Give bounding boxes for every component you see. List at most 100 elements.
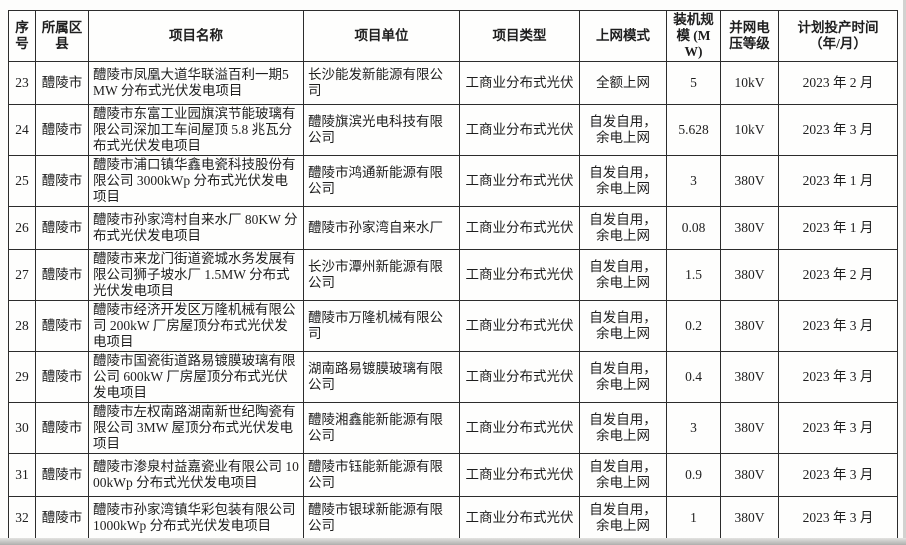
cell-district: 醴陵市 bbox=[35, 453, 89, 497]
table-body: 23 醴陵市 醴陵市凤凰大道华联溢百利一期5MW 分布式光伏发电项目 长沙能发新… bbox=[8, 61, 898, 540]
cell-project-type: 工商业分布式光伏 bbox=[459, 155, 580, 207]
cell-project-type: 工商业分布式光伏 bbox=[459, 61, 580, 105]
cell-voltage-level: 380V bbox=[720, 496, 779, 540]
cell-index: 29 bbox=[8, 351, 36, 403]
cell-grid-mode: 自发自用，余电上网 bbox=[579, 496, 667, 540]
cell-grid-mode: 全额上网 bbox=[579, 61, 667, 105]
scan-edge-shadow-bottom bbox=[0, 538, 906, 545]
cell-grid-mode: 自发自用，余电上网 bbox=[579, 206, 667, 250]
cell-project-type: 工商业分布式光伏 bbox=[459, 300, 580, 352]
cell-project-type: 工商业分布式光伏 bbox=[459, 402, 580, 454]
cell-district: 醴陵市 bbox=[35, 351, 89, 403]
cell-project-name: 醴陵市国瓷街道路易镀膜玻璃有限公司 600kW 厂房屋顶分布式光伏发电项目 bbox=[88, 351, 304, 403]
header-row: 序号 所属区县 项目名称 项目单位 项目类型 上网模式 装机规模 (MW) 并网… bbox=[8, 10, 898, 62]
col-header-grid-mode: 上网模式 bbox=[579, 10, 667, 62]
cell-project-name: 醴陵市来龙门街道瓷城水务发展有限公司狮子坡水厂 1.5MW 分布式光伏发电项目 bbox=[88, 249, 304, 301]
table-row: 24 醴陵市 醴陵市东富工业园旗滨节能玻璃有限公司深加工车间屋顶 5.8 兆瓦分… bbox=[8, 104, 898, 156]
col-header-capacity: 装机规模 (MW) bbox=[666, 10, 721, 62]
cell-voltage-level: 380V bbox=[720, 206, 779, 250]
col-header-index: 序号 bbox=[8, 10, 36, 62]
table-row: 26 醴陵市 醴陵市孙家湾村自来水厂 80KW 分布式光伏发电项目 醴陵市孙家湾… bbox=[8, 206, 898, 250]
cell-capacity: 3 bbox=[666, 155, 721, 207]
col-header-project-name: 项目名称 bbox=[88, 10, 304, 62]
cell-project-type: 工商业分布式光伏 bbox=[459, 453, 580, 497]
scan-edge-shadow-right bbox=[903, 0, 906, 545]
table-row: 25 醴陵市 醴陵市浦口镇华鑫电瓷科技股份有限公司 3000kWp 分布式光伏发… bbox=[8, 155, 898, 207]
cell-index: 28 bbox=[8, 300, 36, 352]
cell-district: 醴陵市 bbox=[35, 300, 89, 352]
cell-voltage-level: 380V bbox=[720, 453, 779, 497]
cell-planned-date: 2023 年 3 月 bbox=[778, 496, 898, 540]
cell-grid-mode: 自发自用，余电上网 bbox=[579, 249, 667, 301]
cell-district: 醴陵市 bbox=[35, 104, 89, 156]
cell-index: 27 bbox=[8, 249, 36, 301]
cell-project-type: 工商业分布式光伏 bbox=[459, 104, 580, 156]
col-header-planned-date: 计划投产时间 （年/月） bbox=[778, 10, 898, 62]
pv-projects-table: 序号 所属区县 项目名称 项目单位 项目类型 上网模式 装机规模 (MW) 并网… bbox=[8, 10, 898, 540]
cell-grid-mode: 自发自用，余电上网 bbox=[579, 300, 667, 352]
col-header-district: 所属区县 bbox=[35, 10, 89, 62]
cell-voltage-level: 380V bbox=[720, 402, 779, 454]
cell-index: 24 bbox=[8, 104, 36, 156]
cell-voltage-level: 380V bbox=[720, 249, 779, 301]
cell-index: 25 bbox=[8, 155, 36, 207]
cell-voltage-level: 380V bbox=[720, 155, 779, 207]
cell-project-name: 醴陵市左权南路湖南新世纪陶瓷有限公司 3MW 屋顶分布式光伏发电项目 bbox=[88, 402, 304, 454]
cell-project-name: 醴陵市浦口镇华鑫电瓷科技股份有限公司 3000kWp 分布式光伏发电项目 bbox=[88, 155, 304, 207]
cell-index: 32 bbox=[8, 496, 36, 540]
cell-project-name: 醴陵市凤凰大道华联溢百利一期5MW 分布式光伏发电项目 bbox=[88, 61, 304, 105]
cell-project-unit: 醴陵旗滨光电科技有限公司 bbox=[303, 104, 460, 156]
table-row: 31 醴陵市 醴陵市渗泉村益嘉瓷业有限公司 1000kWp 分布式光伏发电项目 … bbox=[8, 453, 898, 497]
cell-capacity: 0.08 bbox=[666, 206, 721, 250]
cell-capacity: 1 bbox=[666, 496, 721, 540]
cell-voltage-level: 380V bbox=[720, 300, 779, 352]
cell-index: 30 bbox=[8, 402, 36, 454]
table-row: 23 醴陵市 醴陵市凤凰大道华联溢百利一期5MW 分布式光伏发电项目 长沙能发新… bbox=[8, 61, 898, 105]
cell-planned-date: 2023 年 3 月 bbox=[778, 351, 898, 403]
table-row: 28 醴陵市 醴陵市经济开发区万隆机械有限公司 200kW 厂房屋顶分布式光伏发… bbox=[8, 300, 898, 352]
cell-district: 醴陵市 bbox=[35, 61, 89, 105]
cell-planned-date: 2023 年 3 月 bbox=[778, 300, 898, 352]
cell-project-unit: 醴陵湘鑫能新能源有限公司 bbox=[303, 402, 460, 454]
cell-district: 醴陵市 bbox=[35, 206, 89, 250]
cell-project-name: 醴陵市孙家湾村自来水厂 80KW 分布式光伏发电项目 bbox=[88, 206, 304, 250]
cell-project-unit: 醴陵市银球新能源有限公司 bbox=[303, 496, 460, 540]
cell-planned-date: 2023 年 3 月 bbox=[778, 402, 898, 454]
cell-district: 醴陵市 bbox=[35, 402, 89, 454]
cell-capacity: 5.628 bbox=[666, 104, 721, 156]
cell-voltage-level: 10kV bbox=[720, 104, 779, 156]
col-header-project-type: 项目类型 bbox=[459, 10, 580, 62]
cell-grid-mode: 自发自用，余电上网 bbox=[579, 155, 667, 207]
table-header: 序号 所属区县 项目名称 项目单位 项目类型 上网模式 装机规模 (MW) 并网… bbox=[8, 10, 898, 62]
cell-planned-date: 2023 年 3 月 bbox=[778, 453, 898, 497]
cell-capacity: 5 bbox=[666, 61, 721, 105]
cell-planned-date: 2023 年 1 月 bbox=[778, 206, 898, 250]
cell-project-unit: 醴陵市孙家湾自来水厂 bbox=[303, 206, 460, 250]
cell-project-type: 工商业分布式光伏 bbox=[459, 351, 580, 403]
cell-grid-mode: 自发自用，余电上网 bbox=[579, 351, 667, 403]
cell-district: 醴陵市 bbox=[35, 496, 89, 540]
cell-grid-mode: 自发自用，余电上网 bbox=[579, 104, 667, 156]
table-row: 30 醴陵市 醴陵市左权南路湖南新世纪陶瓷有限公司 3MW 屋顶分布式光伏发电项… bbox=[8, 402, 898, 454]
table-row: 32 醴陵市 醴陵市孙家湾镇华彩包装有限公司 1000kWp 分布式光伏发电项目… bbox=[8, 496, 898, 540]
col-header-project-unit: 项目单位 bbox=[303, 10, 460, 62]
cell-planned-date: 2023 年 3 月 bbox=[778, 104, 898, 156]
col-header-voltage-level: 并网电压等级 bbox=[720, 10, 779, 62]
cell-project-name: 醴陵市孙家湾镇华彩包装有限公司 1000kWp 分布式光伏发电项目 bbox=[88, 496, 304, 540]
cell-capacity: 1.5 bbox=[666, 249, 721, 301]
cell-index: 31 bbox=[8, 453, 36, 497]
table-row: 27 醴陵市 醴陵市来龙门街道瓷城水务发展有限公司狮子坡水厂 1.5MW 分布式… bbox=[8, 249, 898, 301]
cell-project-name: 醴陵市东富工业园旗滨节能玻璃有限公司深加工车间屋顶 5.8 兆瓦分布式光伏发电项… bbox=[88, 104, 304, 156]
cell-project-unit: 醴陵市鸿通新能源有限公司 bbox=[303, 155, 460, 207]
cell-voltage-level: 380V bbox=[720, 351, 779, 403]
cell-index: 26 bbox=[8, 206, 36, 250]
cell-grid-mode: 自发自用，余电上网 bbox=[579, 402, 667, 454]
cell-index: 23 bbox=[8, 61, 36, 105]
cell-project-unit: 长沙市潭州新能源有限公司 bbox=[303, 249, 460, 301]
cell-planned-date: 2023 年 1 月 bbox=[778, 155, 898, 207]
cell-project-unit: 醴陵市万隆机械有限公司 bbox=[303, 300, 460, 352]
cell-capacity: 0.2 bbox=[666, 300, 721, 352]
cell-project-name: 醴陵市渗泉村益嘉瓷业有限公司 1000kWp 分布式光伏发电项目 bbox=[88, 453, 304, 497]
cell-district: 醴陵市 bbox=[35, 249, 89, 301]
